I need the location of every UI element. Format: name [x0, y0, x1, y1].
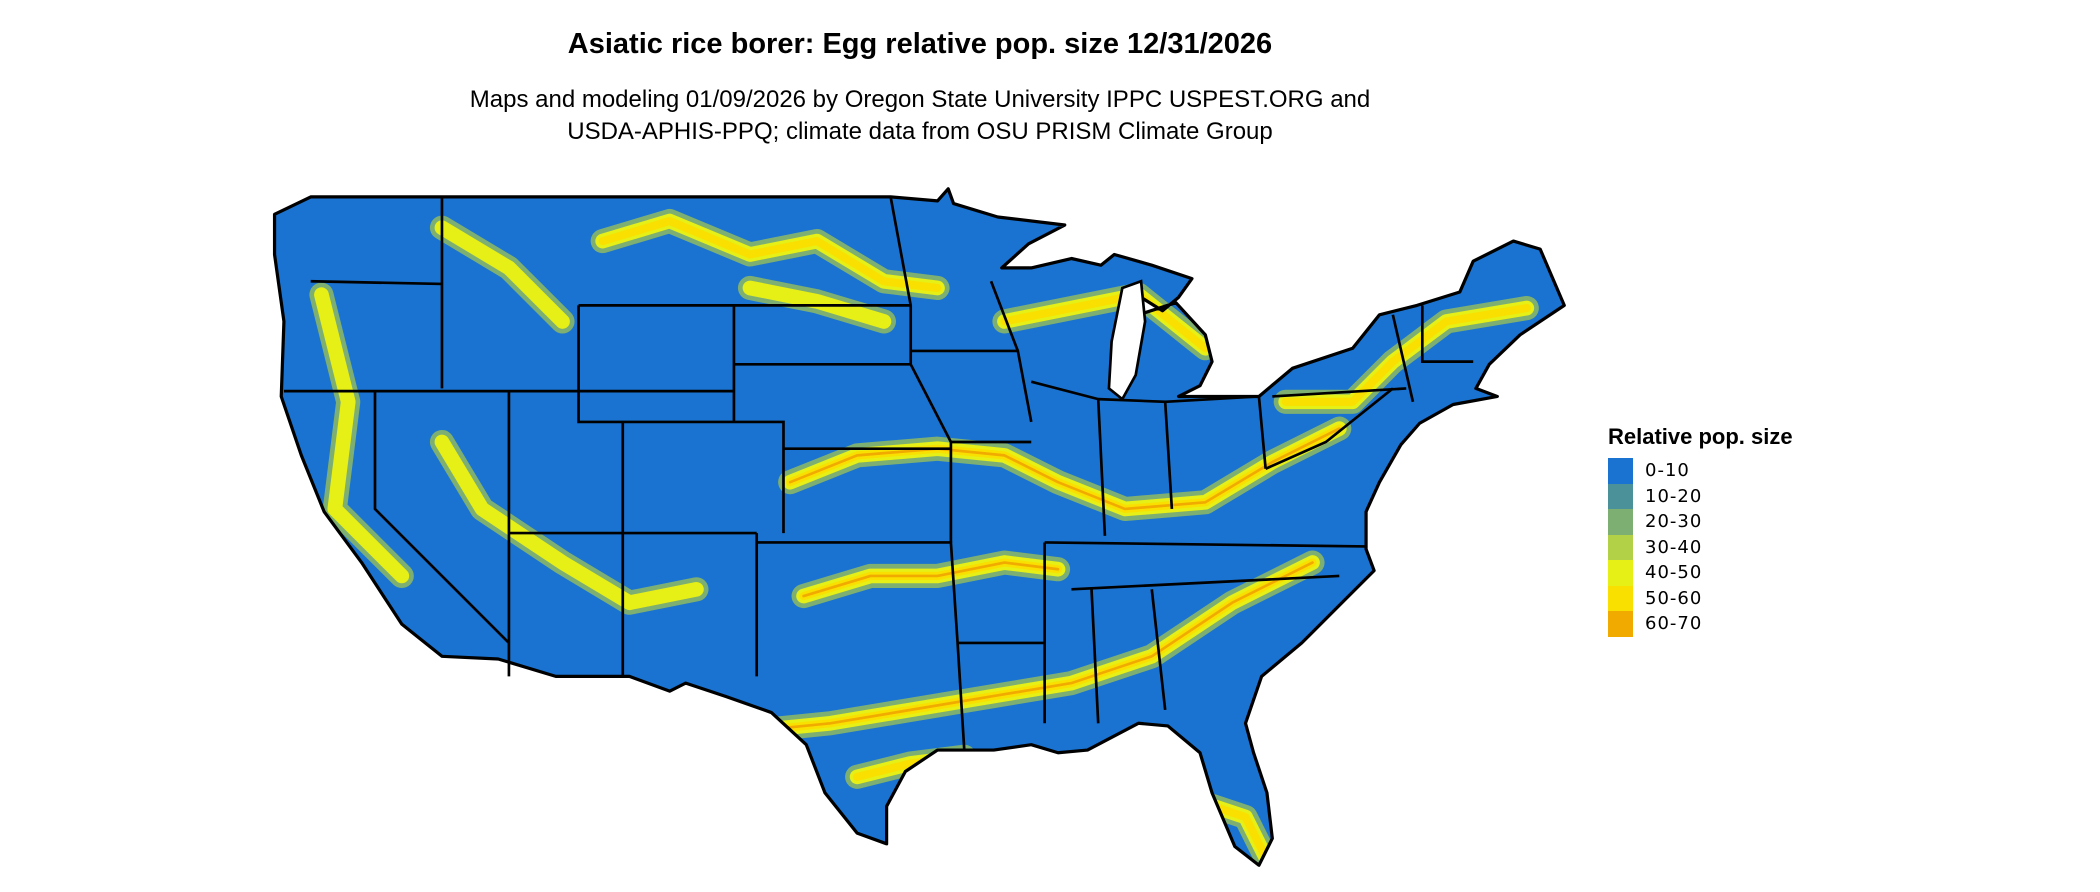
legend-label: 30-40: [1645, 536, 1703, 558]
state-border: [1090, 589, 1100, 724]
state-border: [1265, 387, 1394, 471]
map-title: Asiatic rice borer: Egg relative pop. si…: [567, 28, 1273, 60]
state-border: [310, 279, 442, 286]
legend: Relative pop. size 0-10 10-20 20-30 30-40 40…: [1608, 424, 1793, 637]
state-border: [989, 280, 1020, 352]
state-border: [1272, 387, 1407, 398]
lake-michigan: [1107, 279, 1147, 402]
state-border: [577, 305, 785, 534]
legend-swatch: [1608, 611, 1633, 637]
legend-label: 40-50: [1645, 562, 1703, 584]
subtitle-line-2: USDA-APHIS-PPQ; climate data from OSU PR…: [567, 118, 1273, 145]
state-border: [1071, 574, 1340, 591]
legend-swatch: [1608, 483, 1633, 509]
legend-swatch: [1608, 534, 1633, 560]
legend-item: 30-40: [1608, 534, 1793, 560]
legend-swatch: [1608, 458, 1633, 484]
legend-item: 10-20: [1608, 483, 1793, 509]
state-border: [1420, 305, 1474, 363]
legend-label: 50-60: [1645, 587, 1703, 609]
state-border: [1030, 380, 1107, 536]
state-border: [889, 196, 953, 543]
legend-swatch: [1608, 560, 1633, 586]
state-border: [756, 541, 966, 751]
legend-label: 20-30: [1645, 511, 1703, 533]
population-bands: [309, 208, 1539, 866]
subtitle-line-1: Maps and modeling 01/09/2026 by Oregon S…: [469, 86, 1371, 113]
legend-label: 0-10: [1645, 460, 1690, 482]
legend-swatch: [1608, 585, 1633, 611]
population-band: [434, 220, 570, 329]
state-border: [1391, 314, 1415, 403]
state-border: [1150, 589, 1167, 711]
legend-title: Relative pop. size: [1608, 424, 1793, 449]
population-band: [788, 427, 1341, 511]
population-band: [802, 561, 1060, 598]
us-outline: [272, 187, 1566, 867]
state-border: [1165, 395, 1267, 469]
legend-item: 20-30: [1608, 509, 1793, 535]
population-band: [742, 280, 892, 329]
population-band: [1281, 304, 1531, 406]
population-band: [434, 434, 704, 611]
population-band: [1000, 290, 1210, 353]
legend-item: 40-50: [1608, 560, 1793, 586]
state-border: [1044, 541, 1367, 548]
population-band: [598, 216, 942, 292]
legend-swatch: [1608, 509, 1633, 535]
legend-item: 0-10: [1608, 458, 1793, 484]
state-borders: [283, 196, 1474, 751]
map-subtitle: Maps and modeling 01/09/2026 by Oregon S…: [0, 84, 1840, 148]
legend-item: 60-70: [1608, 611, 1793, 637]
population-band: [314, 287, 410, 584]
us-land-area: [274, 188, 1565, 866]
legend-label: 10-20: [1645, 485, 1703, 507]
legend-item: 50-60: [1608, 585, 1793, 611]
state-border: [373, 391, 510, 644]
legend-label: 60-70: [1645, 613, 1703, 635]
